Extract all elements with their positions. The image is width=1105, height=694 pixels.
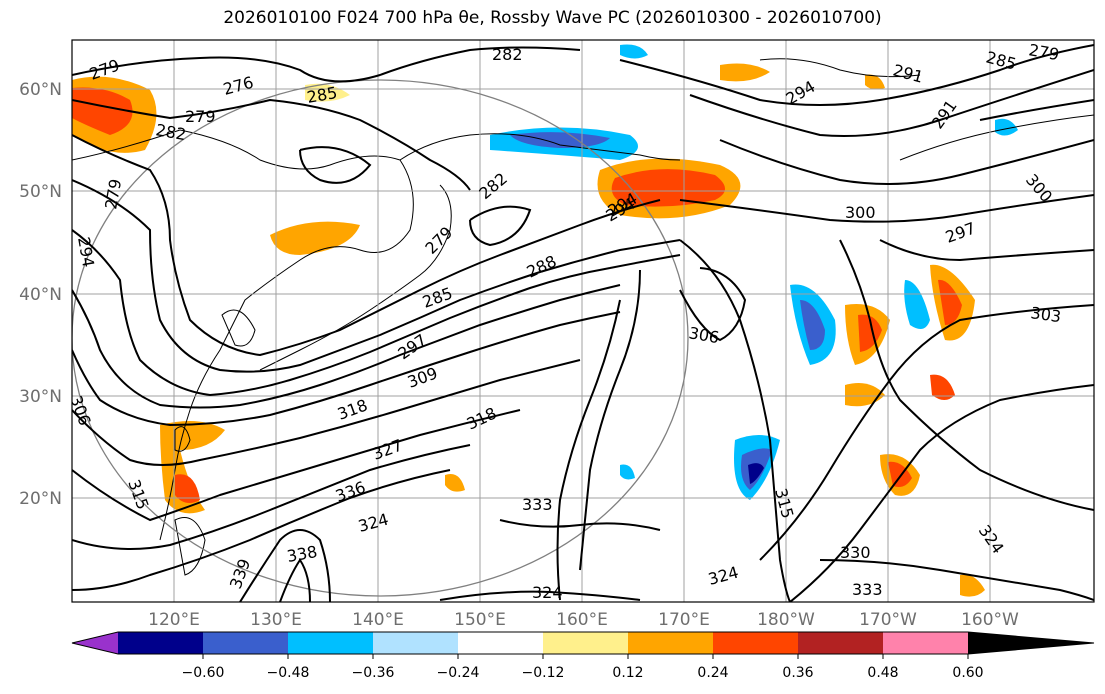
positive-anomaly-area [611,169,725,207]
coastlines [72,58,1094,576]
negative-anomaly-area [800,300,825,350]
colorbar-segment [798,632,883,654]
positive-anomaly-area [72,87,133,135]
colorbar-label: 0.36 [782,665,813,681]
lon-label: 170°E [658,610,710,630]
lon-label: 120°E [148,610,200,630]
lon-label: 180°W [757,610,815,630]
contour-label: 324 [532,583,563,602]
positive-anomaly-area [865,74,885,90]
contour-label: 300 [845,203,876,222]
colorbar-label: −0.12 [522,665,565,681]
colorbar-segment [968,632,1094,654]
map-plot-area: 279 276 279 282 285 282 291 285 279 294 … [72,40,1094,602]
positive-anomaly-area [305,83,350,102]
lat-label: 20°N [19,489,62,509]
positive-anomaly-area [445,474,465,492]
contour-label: 279 [185,107,216,126]
colorbar-segment [118,632,203,654]
colorbar-label: 0.48 [867,665,898,681]
theta-e-contours [72,44,1094,602]
positive-anomaly-area [930,374,955,400]
negative-anomaly-area [995,118,1018,136]
map-frame [71,39,1095,603]
colorbar-label: −0.36 [352,665,395,681]
colorbar-segment [628,632,713,654]
colorbar-ticks [202,654,969,659]
negative-anomaly-area [510,132,610,148]
lon-label: 130°E [250,610,302,630]
colorbar: −0.60 −0.48 −0.36 −0.24 −0.12 0.12 0.24 … [71,631,1095,681]
lon-label: 140°E [352,610,404,630]
lat-label: 30°N [19,387,62,407]
lat-label: 50°N [19,182,62,202]
positive-anomaly-area [270,221,360,255]
contour-label: 333 [522,495,553,514]
colorbar-label: 0.12 [612,665,643,681]
lat-label: 60°N [19,80,62,100]
colorbar-segment [288,632,373,654]
colorbar-label: 0.60 [952,665,983,681]
contour-label: 282 [492,45,523,64]
lon-label: 160°W [961,610,1019,630]
colorbar-label: −0.24 [437,665,480,681]
lon-label: 150°E [454,610,506,630]
positive-anomaly-area [888,461,912,487]
lon-label: 170°W [859,610,917,630]
colorbar-label: −0.48 [267,665,310,681]
lat-label: 40°N [19,285,62,305]
negative-anomaly-area [620,44,648,59]
colorbar-segment [203,632,288,654]
negative-anomaly-area [620,464,635,480]
colorbar-segment [883,632,968,654]
positive-anomaly-area [938,279,962,325]
colorbar-outline [71,631,1095,655]
negative-anomaly-area [904,280,930,329]
graticule [72,40,1094,602]
colorbar-segment [713,632,798,654]
contour-label: 330 [840,543,871,562]
colorbar-segment [373,632,458,654]
colorbar-segment [543,632,628,654]
colorbar-label: 0.24 [697,665,728,681]
positive-anomaly-area [175,474,200,504]
colorbar-segment [72,632,118,654]
colorbar-segment [458,632,543,654]
map-title: 2026010100 F024 700 hPa θe, Rossby Wave … [223,8,882,28]
colorbar-label: −0.60 [182,665,225,681]
positive-anomaly-area [720,63,770,82]
longitude-axis: 120°E 130°E 140°E 150°E 160°E 170°E 180°… [148,610,1019,630]
positive-anomaly-area [858,314,882,352]
contour-label: 303 [1029,303,1062,326]
latitude-axis: 60°N 50°N 40°N 30°N 20°N [19,80,62,509]
reference-circle [72,79,689,597]
contour-label: 333 [852,580,883,599]
lon-label: 160°E [556,610,608,630]
negative-anomaly-area [748,463,764,484]
positive-anomaly-area [960,574,985,597]
